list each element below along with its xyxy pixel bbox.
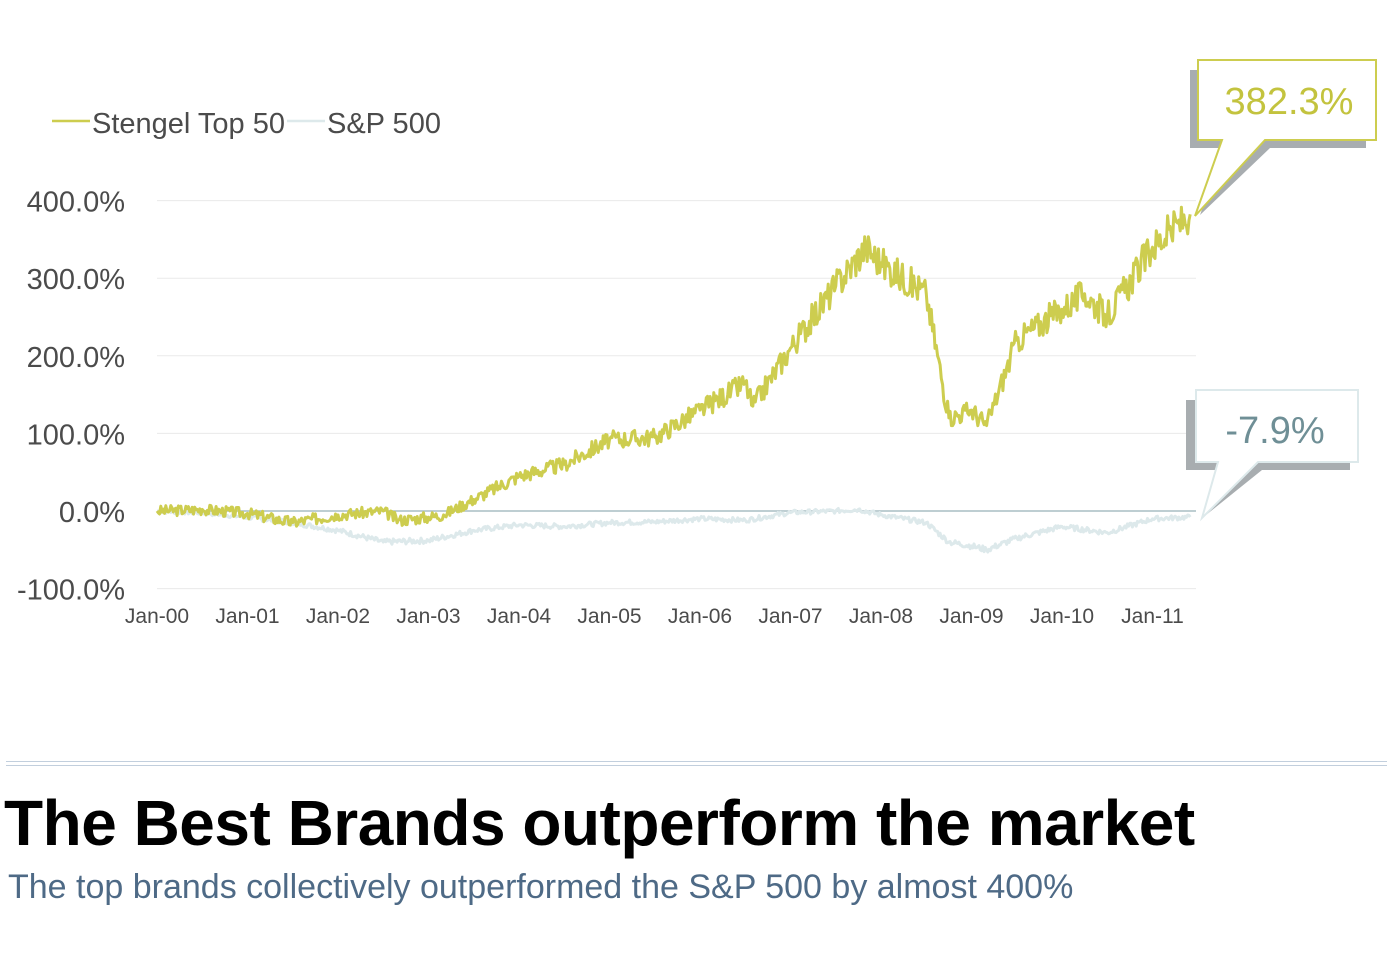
- stengel-top-50-line: [155, 205, 1192, 528]
- sp500-line: [156, 507, 1192, 554]
- x-tick-label: Jan-09: [939, 605, 1003, 628]
- x-tick-label: Jan-07: [758, 605, 822, 628]
- callout-stengel-box: [1194, 59, 1377, 217]
- chart: Stengel Top 50 S&P 500 400.0% 300.0% 200.0…: [17, 59, 1377, 628]
- y-tick-label: 100.0%: [27, 419, 125, 451]
- y-axis: 400.0% 300.0% 200.0% 100.0% 0.0% -100.0%: [17, 187, 125, 607]
- callout-sp500-box: [1195, 389, 1359, 522]
- y-tick-label: 300.0%: [27, 264, 125, 296]
- x-tick-label: Jan-11: [1121, 605, 1184, 628]
- divider-line: [6, 765, 1387, 766]
- y-tick-label: 400.0%: [27, 187, 125, 219]
- x-tick-label: Jan-05: [577, 605, 641, 628]
- callout-stengel-value: 382.3%: [1225, 81, 1354, 123]
- x-tick-label: Jan-10: [1030, 605, 1094, 628]
- x-tick-label: Jan-02: [306, 605, 370, 628]
- x-tick-label: Jan-00: [125, 605, 189, 628]
- callout-sp500: -7.9%: [1186, 389, 1359, 522]
- callout-sp500-value: -7.9%: [1225, 410, 1324, 452]
- x-tick-label: Jan-04: [487, 605, 552, 628]
- callout-stengel: 382.3%: [1190, 59, 1377, 217]
- subhead: The top brands collectively outperformed…: [8, 868, 1074, 906]
- legend-label-sp500: S&P 500: [327, 108, 441, 140]
- x-tick-label: Jan-01: [215, 605, 279, 628]
- y-tick-label: 0.0%: [59, 497, 125, 529]
- plot-area: [155, 205, 1192, 554]
- legend: Stengel Top 50 S&P 500: [52, 108, 441, 140]
- x-tick-label: Jan-06: [668, 605, 732, 628]
- gridlines: [157, 200, 1196, 590]
- x-tick-label: Jan-08: [849, 605, 913, 628]
- headline: The Best Brands outperform the market: [4, 787, 1195, 859]
- x-axis: Jan-00 Jan-01 Jan-02 Jan-03 Jan-04 Jan-05 Jan-…: [125, 605, 1184, 628]
- x-tick-label: Jan-03: [396, 605, 460, 628]
- divider-line: [6, 761, 1387, 762]
- y-tick-label: 200.0%: [27, 342, 125, 374]
- legend-label-stengel: Stengel Top 50: [92, 108, 285, 140]
- y-tick-label: -100.0%: [17, 575, 125, 607]
